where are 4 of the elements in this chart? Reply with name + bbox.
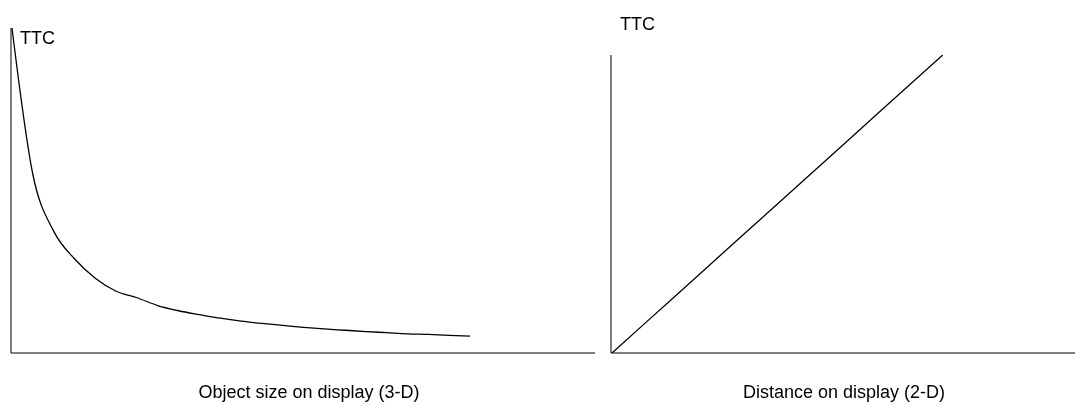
x-axis-title: Distance on display (2-D): [741, 382, 947, 403]
y-axis-title: TTC: [20, 28, 55, 49]
y-axis-title: TTC: [620, 14, 655, 35]
x-axis-title: Object size on display (3-D): [197, 382, 421, 403]
